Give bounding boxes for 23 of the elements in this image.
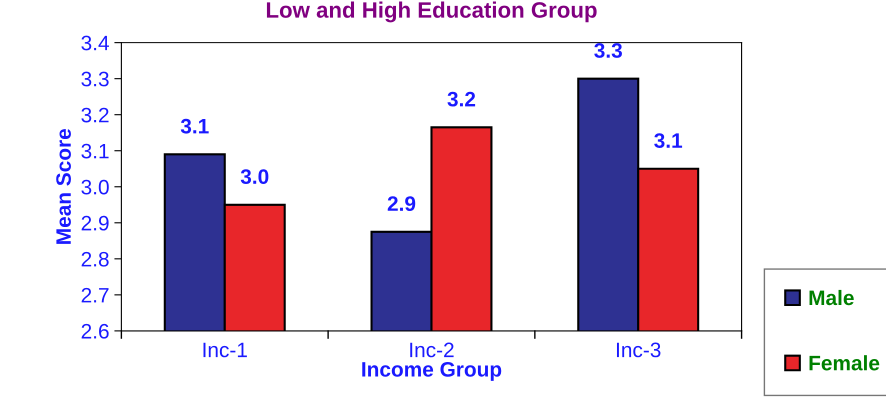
data-label: 2.9	[388, 196, 416, 212]
data-label: 3.3	[594, 43, 622, 58]
text: 2.6	[82, 324, 109, 339]
chart-title: Low and High Education Group	[266, 2, 597, 22]
y-axis-title: Mean Score	[56, 128, 71, 244]
x-tick-label: Inc-3	[616, 342, 660, 358]
text: 3.4	[81, 36, 109, 50]
data-label: 3.2	[447, 92, 476, 107]
data-label: 3.0	[240, 169, 268, 184]
text: 2.8	[82, 252, 109, 267]
text: 3.1	[81, 144, 109, 158]
text: 3.3	[81, 72, 109, 86]
text: 3.0	[81, 180, 109, 195]
legend-label: Female	[810, 355, 880, 370]
text: 3.2	[81, 108, 109, 122]
data-label: 3.1	[654, 133, 682, 148]
data-label: 3.1	[180, 118, 209, 134]
x-tick-label: Inc-2	[410, 342, 454, 358]
legend-label: Male	[810, 290, 854, 306]
x-axis-title: Income Group	[362, 362, 502, 381]
text: 2.9	[82, 216, 109, 231]
text: 2.7	[82, 288, 109, 302]
x-tick-label: Inc-1	[204, 342, 247, 358]
